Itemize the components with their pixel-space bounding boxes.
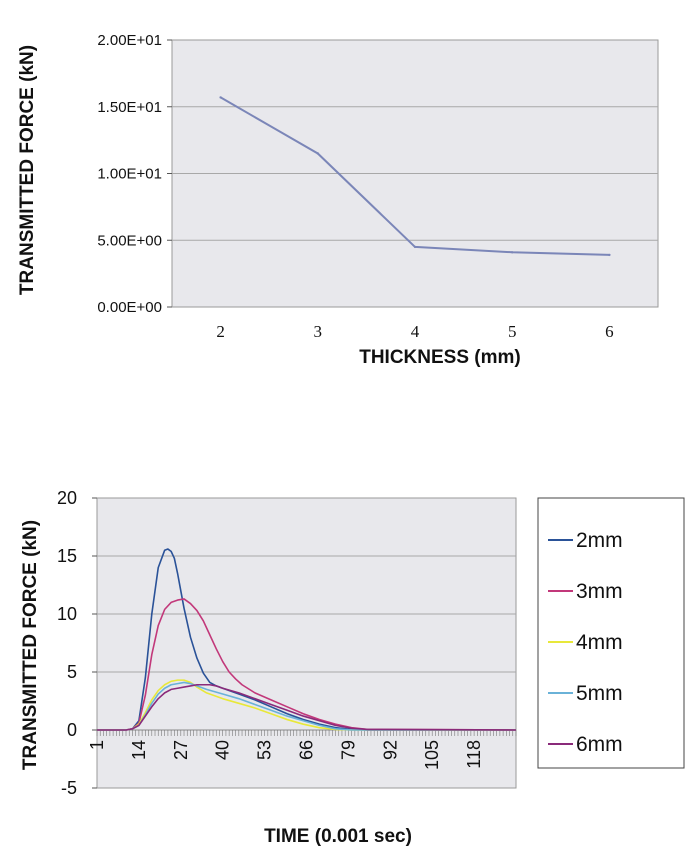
legend-label: 4mm xyxy=(576,631,623,654)
legend-label: 5mm xyxy=(576,682,623,705)
y-tick-label: 10 xyxy=(57,604,77,624)
legend-label: 2mm xyxy=(576,529,623,552)
y-tick-label: 5 xyxy=(67,662,77,682)
plot-area xyxy=(96,497,517,789)
y-tick-label: 0.00E+00 xyxy=(97,299,162,316)
x-tick-label: 2 xyxy=(216,322,225,341)
legend-box xyxy=(537,497,685,769)
x-tick-label: 53 xyxy=(255,740,275,760)
y-tick-label: 0 xyxy=(67,720,77,740)
legend-label: 6mm xyxy=(576,733,623,756)
x-tick-label: 118 xyxy=(464,740,484,769)
x-tick-label: 4 xyxy=(411,322,420,341)
data-point xyxy=(219,96,222,99)
y-tick-label: 1.50E+01 xyxy=(97,99,162,116)
x-tick-label: 92 xyxy=(380,740,400,760)
data-point xyxy=(316,152,319,155)
series-line-3mm xyxy=(97,598,517,731)
x-tick-label: 6 xyxy=(605,322,614,341)
data-point xyxy=(413,245,417,249)
series-line-2mm xyxy=(97,548,516,731)
x-tick-label: 66 xyxy=(297,740,317,760)
y-axis-label: TRANSMITTED FORCE (kN) xyxy=(20,520,41,770)
x-tick-label: 27 xyxy=(171,740,191,760)
x-axis-label: TIME (0.001 sec) xyxy=(264,826,412,847)
y-tick-label: 5.00E+00 xyxy=(97,232,162,249)
x-tick-label: 40 xyxy=(213,740,233,760)
x-tick-label: 5 xyxy=(508,322,517,341)
x-tick-label: 1 xyxy=(87,740,107,750)
y-tick-label: 20 xyxy=(57,488,77,508)
x-axis-label: THICKNESS (mm) xyxy=(359,347,521,368)
y-tick-label: -5 xyxy=(61,778,77,798)
thickness-chart: 0.00E+00 5.00E+00 1.00E+01 1.50E+01 2.00E+01… xyxy=(17,32,659,368)
y-tick-label: 1.00E+01 xyxy=(97,166,162,183)
x-tick-label: 79 xyxy=(338,740,358,760)
x-tick-label: 14 xyxy=(129,740,149,760)
y-tick-label: 15 xyxy=(57,546,77,566)
series-line-6mm xyxy=(97,683,517,731)
data-point xyxy=(511,251,514,254)
x-tick-label: 3 xyxy=(314,322,323,341)
data-point xyxy=(608,253,611,257)
y-axis-label: TRANSMITTED FORCE (kN) xyxy=(17,45,38,295)
legend-label: 3mm xyxy=(576,580,623,603)
y-tick-label: 2.00E+01 xyxy=(97,32,162,49)
x-tick-label: 105 xyxy=(422,740,442,770)
